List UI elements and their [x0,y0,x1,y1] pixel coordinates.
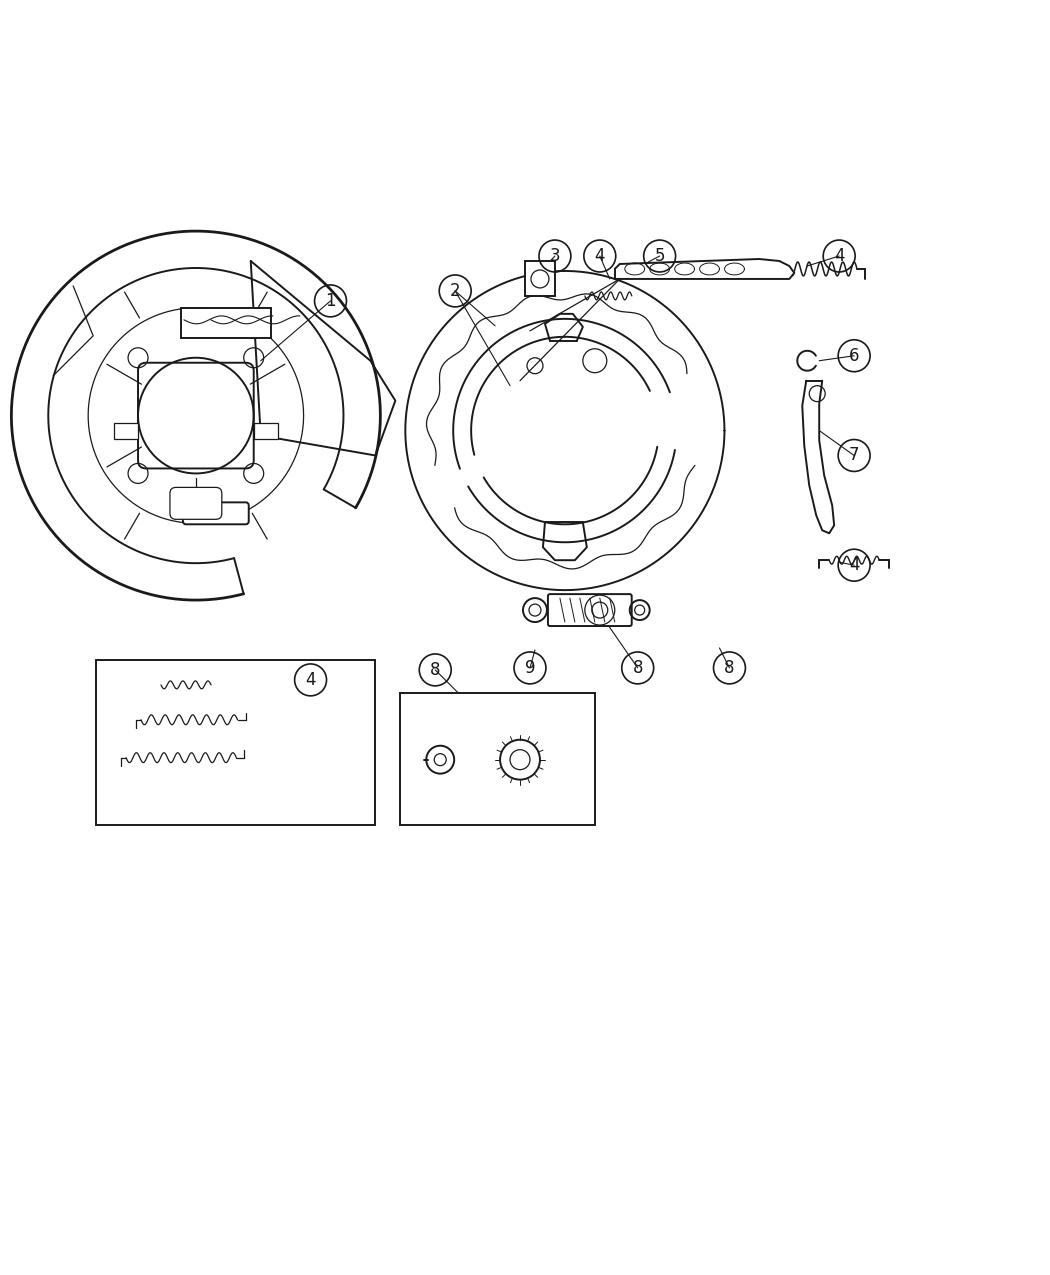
FancyBboxPatch shape [254,422,277,439]
Text: 5: 5 [654,247,665,265]
Text: 4: 4 [834,247,844,265]
FancyBboxPatch shape [181,307,271,338]
FancyBboxPatch shape [525,261,554,296]
Text: 4: 4 [306,671,316,688]
FancyBboxPatch shape [548,594,632,626]
FancyBboxPatch shape [114,422,138,439]
FancyBboxPatch shape [97,660,376,825]
FancyBboxPatch shape [400,692,594,825]
Text: 4: 4 [848,556,859,574]
Text: 9: 9 [525,659,536,677]
Polygon shape [802,381,834,533]
Text: 3: 3 [549,247,561,265]
Text: 1: 1 [326,292,336,310]
Polygon shape [614,259,794,279]
FancyBboxPatch shape [170,487,222,519]
FancyBboxPatch shape [183,502,249,524]
Text: 8: 8 [724,659,735,677]
Text: 8: 8 [632,659,643,677]
Text: 4: 4 [594,247,605,265]
Text: 8: 8 [430,660,441,678]
Text: 6: 6 [848,347,859,365]
Text: 2: 2 [449,282,461,300]
Text: 7: 7 [848,446,859,464]
